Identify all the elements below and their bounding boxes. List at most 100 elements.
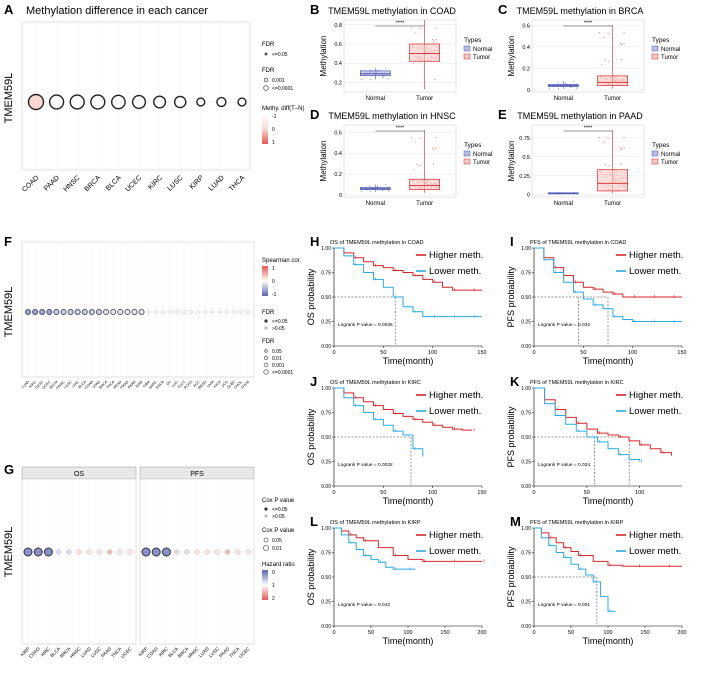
g-xtick-label: KIRC: [158, 646, 170, 658]
boxplot-legend-title: Types: [464, 37, 482, 44]
km-xtick-label: 0: [532, 350, 535, 356]
km-xtick-label: 0: [532, 490, 535, 496]
boxplot-jitter-point: [419, 28, 421, 30]
f-xtick-label: LUAD: [21, 380, 31, 390]
g-dot: [235, 549, 241, 555]
km-ytick-label: 0.50: [521, 575, 531, 581]
km-ytick-label: 0.00: [321, 484, 331, 490]
f-dot: [124, 309, 131, 315]
f-legend-fdr2-item-3: 0.001: [272, 363, 285, 369]
km-curve-higher: [534, 387, 672, 456]
km-ytick-label: 0.25: [521, 600, 531, 606]
boxplot-xtick: Tumor: [604, 201, 621, 207]
boxplot-jitter-point: [376, 185, 379, 187]
boxplot-jitter-point: [385, 183, 387, 186]
km-title: PFS of TMEM59L methylation in KIRP: [530, 520, 624, 526]
panel-g-letter: G: [4, 462, 14, 477]
boxplot-legend-tumor: Tumor: [661, 55, 678, 61]
km-xtick-label: 100: [428, 490, 437, 496]
km-legend-label: Higher meth.: [629, 250, 683, 261]
boxplot-jitter-point: [382, 189, 384, 192]
km-xtick-label: 150: [640, 630, 649, 636]
boxplot-ylabel: Methylation: [319, 141, 328, 182]
g-dot: [55, 549, 62, 555]
boxplot-sig-label: ****: [396, 126, 405, 132]
f-xtick-label: PAAD: [127, 380, 137, 390]
km-curve-higher: [534, 527, 682, 567]
km-xtick-label: 100: [628, 350, 637, 356]
g-dot: [43, 547, 53, 557]
km-legend-label: Higher meth.: [629, 390, 683, 401]
panel-a-xticks: COAD PAAD HNSC BRCA BLCA UCEC KIRC LUSC KIRP LUAD…: [21, 174, 246, 193]
f-dot: [138, 309, 145, 315]
g-dot: [117, 549, 123, 555]
km-xtick-label: 150: [477, 350, 486, 356]
f-legend-fdr2-title: FDR: [262, 339, 275, 345]
boxplot-jitter-point: [604, 59, 606, 61]
boxplot-ytick: 0.2: [522, 66, 530, 72]
a-dot: [27, 93, 45, 111]
g-dot: [76, 549, 82, 555]
boxplot-legend-title: Types: [652, 37, 670, 44]
boxplot-jitter-point: [548, 88, 550, 90]
f-xtick-label: CHOL: [233, 380, 243, 390]
a-dot: [111, 94, 126, 110]
km-curve-lower: [534, 247, 682, 322]
km-ytick-label: 0.75: [321, 551, 331, 557]
panel-letter: L: [310, 514, 318, 529]
g-legend-hr-tick-2: 1: [272, 583, 275, 589]
f-legend-fdr2-dot-4: [263, 369, 269, 375]
f-legend-spear-tick-2: 0: [272, 279, 275, 285]
f-xtick-label: KIRC: [28, 380, 37, 389]
boxplot-jitter-point: [604, 164, 606, 166]
boxplot-jitter-point: [435, 147, 437, 149]
boxplot-jitter-point: [434, 78, 436, 81]
boxplot-ytick: 0: [339, 193, 342, 199]
a-legend-fdr2-dot-2: [263, 85, 269, 91]
f-dot: [196, 310, 200, 314]
boxplot-jitter-point: [573, 80, 575, 82]
boxplot-jitter-point: [620, 58, 622, 61]
km-legend-label: Higher meth.: [429, 530, 483, 541]
f-dot: [74, 309, 81, 315]
f-xtick-label: GBM: [142, 380, 151, 389]
f-xtick-label: STAD: [92, 380, 102, 390]
a-xtick-label: BLCA: [105, 174, 123, 192]
g-legend-hr-tick-3: 2: [272, 596, 275, 602]
km-curve-higher: [334, 247, 482, 291]
boxplot-ylabel: Methylation: [507, 36, 516, 77]
boxplot-jitter-point: [435, 136, 437, 138]
f-legend-spear-title: Spearman cor.: [262, 258, 301, 264]
boxplot-jitter-point: [432, 163, 434, 165]
boxplot-jitter-point: [623, 31, 625, 34]
km-xtick-label: 100: [428, 350, 437, 356]
km-ytick-label: 0.00: [321, 624, 331, 630]
boxplot-legend-key-normal: [651, 45, 659, 52]
km-xtick-label: 50: [580, 350, 586, 356]
g-xtick-label: KIRC: [40, 646, 52, 658]
boxplot-legend-normal: Normal: [661, 152, 680, 158]
f-dot: [25, 309, 31, 315]
km-ytick-label: 0.25: [521, 320, 531, 326]
km-ytick-label: 0.00: [521, 484, 531, 490]
boxplot-jitter-point: [619, 42, 622, 44]
boxplot-jitter-point: [419, 137, 421, 139]
km-legend-label: Lower meth.: [629, 406, 681, 417]
boxplot-jitter-point: [607, 60, 609, 62]
boxplot-jitter-point: [387, 77, 390, 80]
km-ytick-label: 0.75: [521, 271, 531, 277]
a-dot: [131, 94, 147, 110]
a-legend-fdr2-item-2: <=0.0001: [272, 86, 293, 92]
km-ylabel: OS probability: [306, 548, 316, 605]
km-curve-lower: [334, 527, 416, 570]
boxplot-legend-normal: Normal: [661, 47, 680, 53]
f-dot: [182, 310, 186, 314]
km-ytick-label: 0.50: [321, 295, 331, 301]
f-dot: [39, 309, 46, 315]
panel-g: G OS PFS KIRPCOADKIRCBLCABRCAHNSCLUADLUS…: [3, 462, 295, 659]
boxplot-sig-label: ****: [584, 21, 593, 27]
panel-a-title: Methylation difference in each cancer: [26, 5, 208, 17]
g-dot: [96, 549, 103, 555]
km-ytick-label: 0.50: [321, 435, 331, 441]
